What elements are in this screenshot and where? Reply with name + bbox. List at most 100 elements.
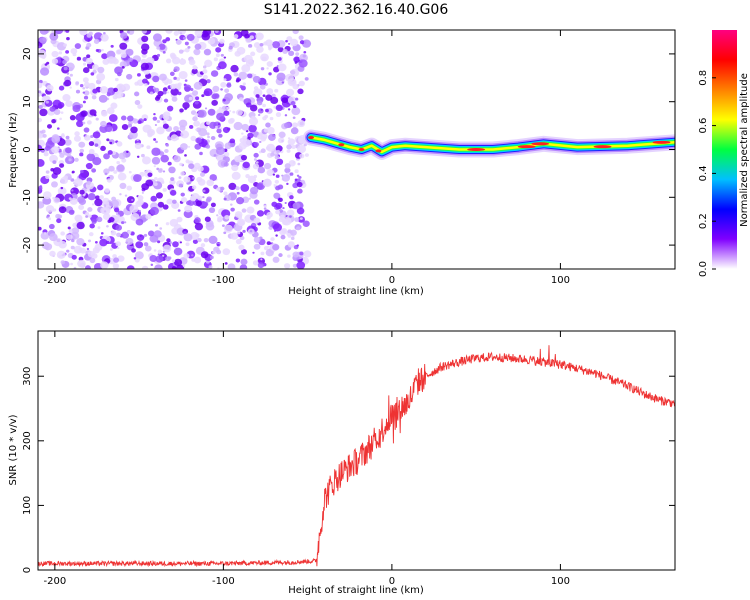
noise-speck xyxy=(65,100,73,107)
noise-speck xyxy=(51,135,61,144)
noise-speck xyxy=(87,239,92,243)
noise-speck xyxy=(38,117,43,123)
noise-speck xyxy=(160,154,169,163)
noise-speck xyxy=(120,52,127,59)
noise-speck xyxy=(39,67,50,76)
noise-speck xyxy=(46,124,53,129)
noise-speck xyxy=(118,152,126,160)
colorbar-tick-label: 0.2 xyxy=(698,213,709,229)
noise-speck xyxy=(64,139,72,146)
noise-speck xyxy=(278,197,283,203)
noise-speck xyxy=(276,149,281,154)
noise-speck xyxy=(248,197,251,200)
noise-speck xyxy=(147,172,153,178)
noise-speck xyxy=(98,94,108,103)
noise-speck xyxy=(79,84,84,88)
noise-speck xyxy=(157,253,160,256)
noise-speck xyxy=(92,246,100,254)
noise-speck xyxy=(99,195,104,200)
noise-speck xyxy=(236,197,245,205)
noise-speck xyxy=(304,77,309,81)
noise-speck xyxy=(60,177,69,185)
noise-speck xyxy=(114,66,123,75)
noise-speck xyxy=(68,209,75,215)
noise-speck xyxy=(189,125,194,129)
noise-speck xyxy=(235,186,240,191)
noise-speck xyxy=(176,227,186,236)
noise-speck xyxy=(206,121,211,125)
noise-speck xyxy=(121,124,129,130)
noise-speck xyxy=(278,253,283,258)
spectrogram-x-tick-label: -100 xyxy=(212,275,235,286)
noise-speck xyxy=(119,61,127,68)
noise-speck xyxy=(88,232,94,237)
noise-speck xyxy=(292,263,298,268)
noise-speck xyxy=(116,232,122,238)
noise-speck xyxy=(266,211,273,218)
noise-speck xyxy=(88,82,96,90)
noise-speck xyxy=(269,116,274,121)
noise-speck xyxy=(157,240,161,244)
noise-speck xyxy=(85,57,93,65)
noise-speck xyxy=(83,81,90,88)
noise-speck xyxy=(195,137,202,144)
ridge-peak xyxy=(652,140,671,144)
noise-speck xyxy=(77,196,85,204)
noise-speck xyxy=(147,230,155,237)
noise-speck xyxy=(275,234,278,237)
noise-speck xyxy=(49,106,56,112)
noise-speck xyxy=(221,224,225,227)
noise-speck xyxy=(239,264,248,269)
noise-speck xyxy=(162,123,169,129)
noise-speck xyxy=(68,67,74,72)
noise-speck xyxy=(79,148,85,153)
noise-speck xyxy=(173,155,181,163)
noise-speck xyxy=(85,215,89,218)
noise-speck xyxy=(236,191,240,195)
noise-speck xyxy=(255,161,259,164)
noise-speck xyxy=(66,36,70,41)
noise-speck xyxy=(179,108,184,113)
noise-speck xyxy=(113,170,118,174)
noise-speck xyxy=(257,262,265,269)
spectrogram-x-tick-label: -200 xyxy=(44,275,67,286)
noise-speck xyxy=(290,229,297,236)
spectrogram-y-tick-label: 0 xyxy=(22,146,33,152)
colorbar: 0.0 0.2 0.4 0.6 0.8 Normalized spectral ampl… xyxy=(698,30,750,277)
noise-speck xyxy=(188,59,196,66)
noise-speck xyxy=(38,45,41,49)
noise-speck xyxy=(86,54,91,59)
noise-speck xyxy=(126,30,130,34)
noise-speck xyxy=(107,150,113,155)
noise-speck xyxy=(281,174,291,182)
noise-speck xyxy=(177,91,182,96)
noise-speck xyxy=(112,254,117,259)
noise-speck xyxy=(215,47,222,53)
noise-speck xyxy=(141,114,149,121)
noise-speck xyxy=(106,178,112,183)
noise-speck xyxy=(195,200,202,207)
noise-speck xyxy=(289,205,292,209)
noise-speck xyxy=(303,143,307,147)
noise-speck xyxy=(76,120,84,128)
noise-speck xyxy=(111,196,117,202)
noise-speck xyxy=(169,218,179,227)
noise-speck xyxy=(287,42,291,45)
noise-speck xyxy=(91,168,97,173)
noise-speck xyxy=(224,262,228,265)
noise-speck xyxy=(169,71,175,76)
noise-speck xyxy=(260,108,263,111)
noise-speck xyxy=(118,83,121,87)
noise-speck xyxy=(57,187,67,196)
noise-speck xyxy=(103,168,110,175)
noise-speck xyxy=(53,197,61,204)
noise-speck xyxy=(291,144,296,150)
noise-speck xyxy=(156,53,161,57)
snr-y-axis-label: SNR (10 * v/v) xyxy=(8,414,19,485)
noise-speck xyxy=(277,46,284,53)
noise-speck xyxy=(296,207,305,215)
noise-speck xyxy=(165,256,171,262)
noise-speck xyxy=(92,157,102,166)
noise-speck xyxy=(121,158,127,163)
noise-speck xyxy=(51,146,60,154)
